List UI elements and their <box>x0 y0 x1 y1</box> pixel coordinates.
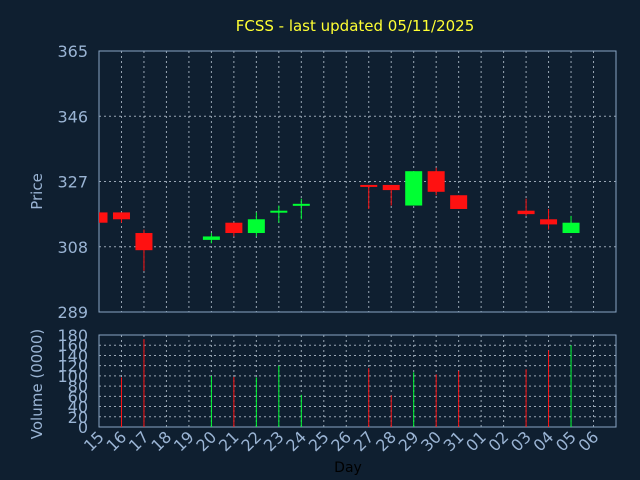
volume-tick-label: 140 <box>57 346 88 365</box>
price-tick-label: 346 <box>57 107 88 126</box>
price-panel-frame <box>98 50 617 313</box>
volume-tick-label: 60 <box>68 387 88 406</box>
candle-body <box>382 184 400 191</box>
price-tick-label: 308 <box>57 238 88 257</box>
candles <box>99 167 580 271</box>
x-axis-label: Day <box>334 460 362 476</box>
volume-bars <box>120 339 572 427</box>
volume-tick-label: 180 <box>57 326 88 345</box>
volume-tick-label: 160 <box>57 336 88 355</box>
price-tick-label: 289 <box>57 303 88 322</box>
volume-tick-label: 100 <box>57 367 88 386</box>
candle-body <box>292 203 310 206</box>
volume-tick-label: 20 <box>68 408 88 427</box>
candle-body <box>202 236 220 240</box>
candle-body <box>427 171 445 192</box>
candle-body <box>562 222 580 234</box>
candle-body <box>450 195 468 209</box>
candle-body <box>112 212 130 220</box>
price-tick-label: 365 <box>57 42 88 61</box>
candle-body <box>247 219 265 234</box>
candle-body <box>405 171 423 206</box>
volume-tick-label: 0 <box>78 418 88 437</box>
volume-panel-frame <box>98 334 617 428</box>
volume-tick-label: 120 <box>57 357 88 376</box>
candle-body <box>99 212 108 223</box>
candle-body <box>360 184 378 187</box>
x-tick-label: 06 <box>575 427 603 455</box>
price-axis-label: Price <box>28 173 46 210</box>
candle-body <box>540 219 558 225</box>
candle-body <box>517 210 535 215</box>
volume-axis-label: Volume (0000) <box>28 329 46 439</box>
candle-body <box>225 222 243 234</box>
chart-title: FCSS - last updated 05/11/2025 <box>236 17 475 35</box>
plot-frames <box>98 50 617 428</box>
candle-body <box>135 233 153 251</box>
candle-body <box>270 210 288 213</box>
grid <box>99 51 616 427</box>
volume-tick-label: 80 <box>68 377 88 396</box>
price-tick-label: 327 <box>57 173 88 192</box>
volume-tick-label: 40 <box>68 398 88 417</box>
